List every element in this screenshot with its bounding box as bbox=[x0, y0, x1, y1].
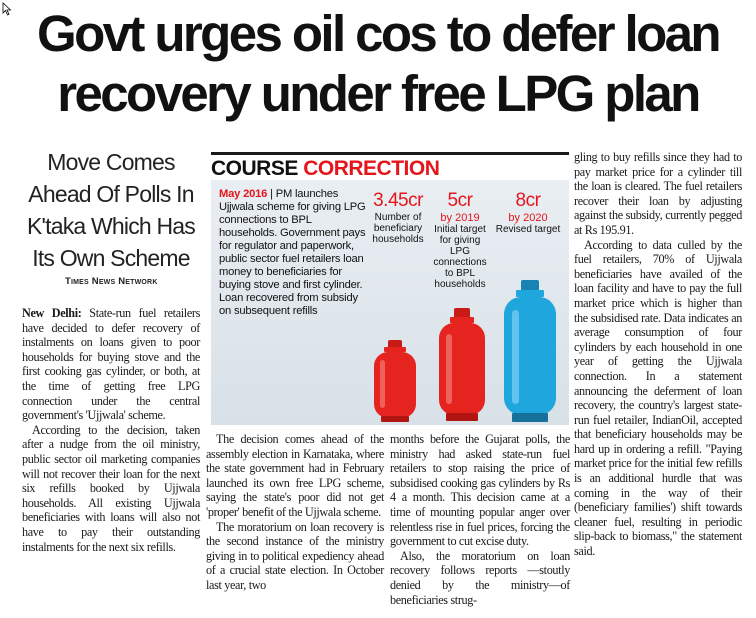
headline: Govt urges oil cos to defer loan recover… bbox=[0, 4, 756, 124]
stat-label: Initial target for giving LPG connection… bbox=[433, 224, 487, 290]
deck-line: K'taka Which Has bbox=[27, 213, 196, 239]
stat-year: by 2019 bbox=[440, 212, 480, 224]
graphic-description: May 2016 | PM launches Ujjwala scheme fo… bbox=[219, 188, 366, 317]
stat-value: 3.45cr bbox=[373, 190, 423, 211]
deck-subheadline: Move Comes Ahead Of Polls In K'taka Whic… bbox=[22, 146, 200, 274]
article-column-4: gling to buy refills since they had to p… bbox=[574, 150, 742, 559]
article-paragraph: According to data culled by the fuel ret… bbox=[574, 237, 742, 559]
article-paragraph: Also, the moratorium on loan recovery fo… bbox=[390, 548, 570, 607]
graphic-date: May 2016 bbox=[219, 188, 268, 200]
graphic-title: COURSE CORRECTION bbox=[211, 152, 569, 181]
stat-label: Number of beneficiary households bbox=[372, 212, 424, 245]
mouse-pointer-icon bbox=[2, 2, 12, 16]
article-column-3: months before the Gujarat polls, the min… bbox=[390, 432, 570, 607]
headline-line-2: recovery under free LPG plan bbox=[57, 65, 701, 122]
deck-line: Its Own Scheme bbox=[32, 245, 190, 271]
graphic-description-text: PM launches Ujjwala scheme for giving LP… bbox=[219, 188, 366, 317]
article-paragraph: New Delhi: State-run fuel retailers have… bbox=[22, 306, 200, 423]
article-paragraph: According to the decision, taken after a… bbox=[22, 422, 200, 554]
stat-initial-target: 5cr by 2019 Initial target for giving LP… bbox=[429, 190, 491, 290]
article-paragraph: The decision comes ahead of the assembly… bbox=[206, 432, 384, 519]
deck-line: Ahead Of Polls In bbox=[28, 181, 194, 207]
graphic-title-part-1: COURSE bbox=[211, 157, 304, 180]
article-column-2: The decision comes ahead of the assembly… bbox=[206, 432, 384, 593]
stat-year: by 2020 bbox=[508, 212, 548, 224]
dateline: New Delhi: bbox=[22, 306, 82, 320]
paragraph-text: State-run fuel retailers have decided to… bbox=[22, 306, 200, 423]
course-correction-infographic: May 2016 | PM launches Ujjwala scheme fo… bbox=[211, 180, 569, 425]
stat-label: Revised target bbox=[495, 224, 561, 235]
article-paragraph: The moratorium on loan recovery is the s… bbox=[206, 519, 384, 592]
headline-line-1: Govt urges oil cos to defer loan bbox=[37, 5, 722, 62]
article-paragraph: months before the Gujarat polls, the min… bbox=[390, 432, 570, 549]
deck-line: Move Comes bbox=[47, 149, 175, 175]
stat-revised-target: 8cr by 2020 Revised target bbox=[495, 190, 561, 235]
article-paragraph: gling to buy refills since they had to p… bbox=[574, 150, 742, 237]
stat-beneficiaries: 3.45cr Number of beneficiary households bbox=[367, 190, 429, 245]
large-blue-cylinder-icon bbox=[504, 280, 556, 422]
stat-value: 5cr bbox=[447, 190, 473, 211]
graphic-title-part-2: CORRECTION bbox=[303, 157, 440, 180]
small-red-cylinder-icon bbox=[374, 340, 416, 422]
stat-value: 8cr bbox=[515, 190, 541, 211]
byline: Times News Network bbox=[65, 276, 158, 287]
article-column-1: New Delhi: State-run fuel retailers have… bbox=[22, 306, 200, 554]
medium-red-cylinder-icon bbox=[439, 308, 485, 421]
